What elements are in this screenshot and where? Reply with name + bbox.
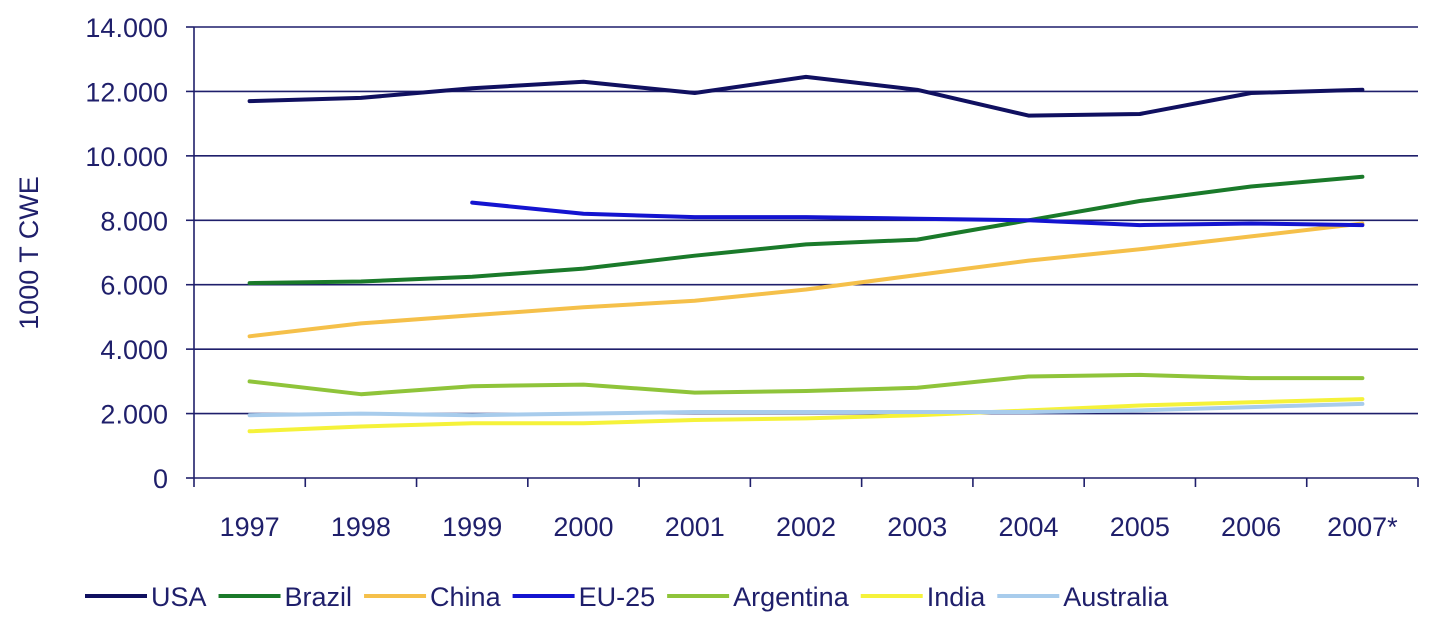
axes bbox=[193, 27, 1419, 487]
legend-label-usa: USA bbox=[151, 582, 207, 612]
series-line-eu-25 bbox=[470, 200, 1365, 228]
legend-label-india: India bbox=[927, 582, 987, 612]
x-tick-label: 2001 bbox=[665, 512, 725, 542]
x-tick-label: 2002 bbox=[776, 512, 836, 542]
x-tick-label: 2005 bbox=[1110, 512, 1170, 542]
y-tick-label: 8.000 bbox=[100, 206, 168, 236]
series-line-australia bbox=[247, 401, 1365, 418]
legend-label-australia: Australia bbox=[1063, 582, 1169, 612]
x-tick-label: 2006 bbox=[1221, 512, 1281, 542]
series-lines bbox=[247, 74, 1365, 434]
x-tick-label: 1997 bbox=[220, 512, 280, 542]
series-line-argentina bbox=[247, 372, 1365, 397]
legend: USA Brazil China EU-25 Argentina India Austral… bbox=[85, 582, 1169, 612]
y-tick-label: 10.000 bbox=[85, 142, 168, 172]
x-tick-label: 1999 bbox=[442, 512, 502, 542]
y-tick-label: 0 bbox=[153, 464, 168, 494]
y-tick-label: 6.000 bbox=[100, 271, 168, 301]
x-tick-label: 2000 bbox=[553, 512, 613, 542]
legend-label-argentina: Argentina bbox=[733, 582, 850, 612]
y-tick-label: 12.000 bbox=[85, 77, 168, 107]
y-tick-label: 4.000 bbox=[100, 335, 168, 365]
x-tick-label: 2003 bbox=[887, 512, 947, 542]
x-tick-label: 1998 bbox=[331, 512, 391, 542]
y-tick-label: 14.000 bbox=[85, 13, 168, 43]
y-tick-labels: 0 2.000 4.000 6.000 8.000 10.000 12.000 14.000 bbox=[85, 13, 168, 494]
series-line-usa bbox=[247, 74, 1365, 118]
legend-label-china: China bbox=[430, 582, 502, 612]
series-line-brazil bbox=[247, 174, 1365, 286]
legend-label-eu-25: EU-25 bbox=[579, 582, 656, 612]
series-line-india bbox=[247, 397, 1365, 434]
series-line-china bbox=[247, 221, 1365, 339]
x-tick-labels: 1997 1998 1999 2000 2001 2002 2003 2004 2005 2006… bbox=[220, 512, 1399, 542]
legend-label-brazil: Brazil bbox=[285, 582, 353, 612]
x-tick-label: 2007* bbox=[1327, 512, 1398, 542]
x-tick-label: 2004 bbox=[999, 512, 1059, 542]
y-tick-label: 2.000 bbox=[100, 400, 168, 430]
y-axis-label: 1000 T CWE bbox=[14, 176, 44, 330]
